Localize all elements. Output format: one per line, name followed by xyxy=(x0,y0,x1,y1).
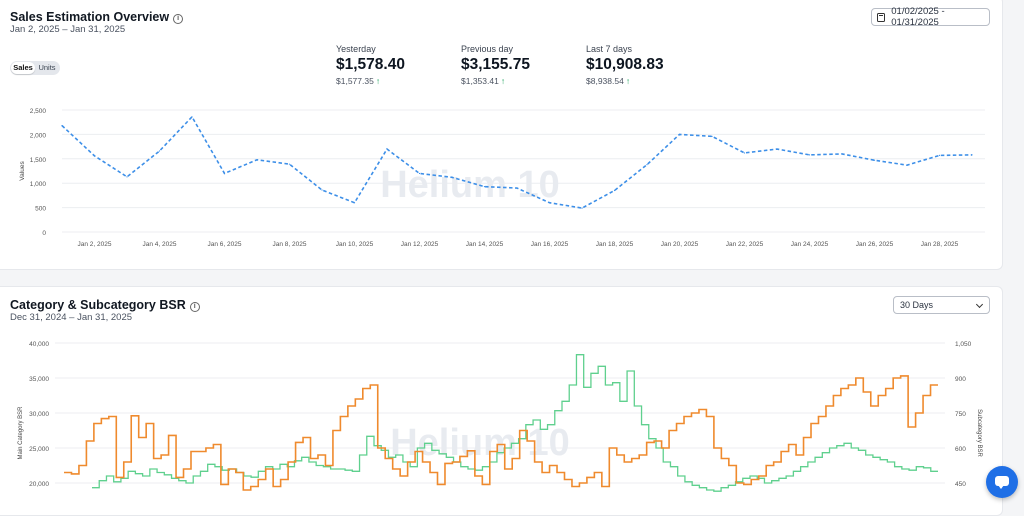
data-point xyxy=(126,176,128,178)
data-point xyxy=(841,153,843,155)
data-point xyxy=(386,148,388,150)
x-tick-label: Jan 6, 2025 xyxy=(208,241,242,248)
bsr-line-chart[interactable]: 20,000 25,000 30,000 35,000 40,000 450 600 750 9… xyxy=(0,330,1000,507)
info-icon[interactable]: i xyxy=(189,302,200,312)
x-tick-label: Jan 22, 2025 xyxy=(726,241,764,248)
data-point xyxy=(288,163,291,165)
data-point xyxy=(581,207,583,209)
data-point xyxy=(158,150,161,152)
data-point xyxy=(321,189,323,191)
toggle-sales[interactable]: Sales xyxy=(11,62,35,74)
data-point xyxy=(483,186,486,188)
y-tick-label: 30,000 xyxy=(29,411,49,418)
toggle-units[interactable]: Units xyxy=(38,63,56,72)
arrow-up-icon: ↑ xyxy=(375,76,381,86)
arrow-up-icon: ↑ xyxy=(625,76,631,86)
y2-tick-label: 1,050 xyxy=(955,341,972,348)
kpi-last-7-days: Last 7 days $10,908.83 $8,938.54 ↑ xyxy=(586,44,664,86)
period-select[interactable]: 30 Days xyxy=(893,296,990,314)
data-point xyxy=(61,125,63,127)
x-tick-label: Jan 20, 2025 xyxy=(661,241,699,248)
data-point xyxy=(906,164,908,166)
kpi-yesterday: Yesterday $1,578.40 $1,577.35 ↑ xyxy=(336,44,405,86)
y-tick-label: 1,000 xyxy=(30,181,47,188)
data-point xyxy=(223,172,226,175)
y2-tick-label: 450 xyxy=(955,481,966,488)
kpi-value: $1,578.40 xyxy=(336,56,405,73)
data-point xyxy=(353,202,356,204)
kpi-compare: $1,353.41 ↑ xyxy=(461,76,506,86)
sales-line-chart[interactable]: 0 500 1,000 1,500 2,000 2,500 Values Helium 10 J… xyxy=(0,100,1000,260)
kpi-label: Yesterday xyxy=(336,44,376,54)
y2-tick-label: 900 xyxy=(955,376,966,383)
data-point xyxy=(613,189,616,192)
x-tick-label: Jan 8, 2025 xyxy=(273,241,307,248)
y-tick-label: 0 xyxy=(42,230,46,237)
y-tick-label: 25,000 xyxy=(29,446,49,453)
sales-date-range: Jan 2, 2025 – Jan 31, 2025 xyxy=(10,24,126,35)
kpi-label: Last 7 days xyxy=(586,44,633,54)
period-select-value: 30 Days xyxy=(900,300,934,310)
y2-tick-label: 750 xyxy=(955,411,966,418)
bsr-card: Category & Subcategory BSR i Dec 31, 2024… xyxy=(0,286,1003,516)
kpi-compare: $8,938.54 ↑ xyxy=(586,76,631,86)
data-point xyxy=(646,164,648,166)
y-tick-label: 2,000 xyxy=(30,132,47,139)
calendar-icon xyxy=(877,12,886,22)
data-point xyxy=(873,159,876,161)
kpi-compare: $1,577.35 ↑ xyxy=(336,76,381,86)
y-tick-label: 500 xyxy=(35,206,46,213)
x-tick-label: Jan 26, 2025 xyxy=(856,241,894,248)
x-tick-label: Jan 16, 2025 xyxy=(531,241,569,248)
data-point xyxy=(678,133,681,135)
chat-support-button[interactable] xyxy=(986,466,1018,498)
data-point xyxy=(191,116,193,118)
y2-axis-label: Subcategory BSR xyxy=(976,409,982,457)
y-axis-label: Main Category BSR xyxy=(18,406,24,460)
x-tick-label: Jan 4, 2025 xyxy=(143,241,177,248)
info-icon[interactable]: i xyxy=(173,14,184,24)
data-point xyxy=(548,202,551,204)
x-tick-label: Jan 12, 2025 xyxy=(401,241,439,248)
data-point xyxy=(93,155,96,157)
x-tick-label: Jan 14, 2025 xyxy=(466,241,504,248)
sales-estimation-card: Sales Estimation Overview i Jan 2, 2025 –… xyxy=(0,0,1003,270)
main-category-bsr-line xyxy=(64,375,938,491)
x-tick-label: Jan 28, 2025 xyxy=(921,241,959,248)
data-point xyxy=(516,187,518,189)
date-range-picker[interactable]: 01/02/2025 - 01/31/2025 xyxy=(871,6,990,28)
y-tick-label: 1,500 xyxy=(30,157,47,164)
data-point xyxy=(418,172,421,175)
kpi-value: $3,155.75 xyxy=(461,56,530,73)
sales-units-toggle[interactable]: Sales Units xyxy=(10,61,60,75)
data-point xyxy=(971,154,973,156)
date-range-picker-value: 01/02/2025 - 01/31/2025 xyxy=(891,6,945,28)
bsr-title: Category & Subcategory BSR i xyxy=(10,298,200,312)
kpi-value: $10,908.83 xyxy=(586,56,664,73)
data-point xyxy=(743,152,746,154)
y-tick-label: 35,000 xyxy=(29,376,49,383)
data-point xyxy=(808,154,811,156)
y2-tick-label: 600 xyxy=(955,446,966,453)
y-axis-label: Values xyxy=(19,161,26,181)
x-tick-label: Jan 18, 2025 xyxy=(596,241,634,248)
kpi-label: Previous day xyxy=(461,44,514,54)
data-point xyxy=(938,154,941,156)
data-point xyxy=(776,148,778,150)
y-tick-label: 20,000 xyxy=(29,481,49,488)
arrow-up-icon: ↑ xyxy=(500,76,506,86)
kpi-previous-day: Previous day $3,155.75 $1,353.41 ↑ xyxy=(461,44,530,86)
chevron-down-icon xyxy=(975,300,984,309)
data-point xyxy=(256,159,258,161)
watermark: Helium 10 xyxy=(380,164,560,206)
x-tick-label: Jan 10, 2025 xyxy=(336,241,374,248)
data-point xyxy=(711,135,713,137)
y-tick-label: 40,000 xyxy=(29,341,49,348)
y-tick-label: 2,500 xyxy=(30,108,47,115)
sales-title: Sales Estimation Overview i xyxy=(10,10,184,24)
x-tick-label: Jan 24, 2025 xyxy=(791,241,829,248)
bsr-date-range: Dec 31, 2024 – Jan 31, 2025 xyxy=(10,312,133,323)
data-point xyxy=(451,176,453,178)
x-tick-label: Jan 2, 2025 xyxy=(78,241,112,248)
